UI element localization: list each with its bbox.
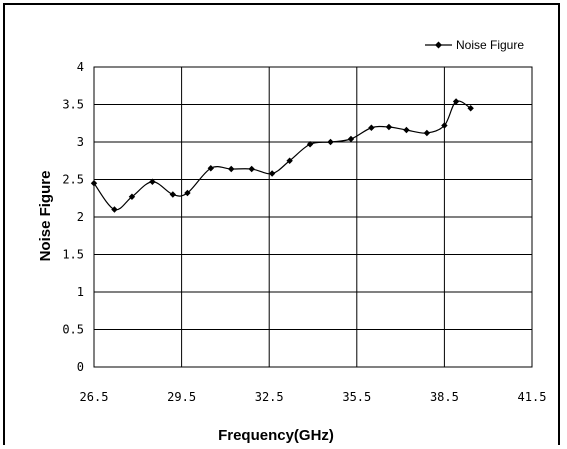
x-tick-label: 32.5	[255, 390, 284, 404]
x-tick-label: 35.5	[342, 390, 371, 404]
x-tick-label: 41.5	[518, 390, 547, 404]
series-layer	[90, 98, 474, 213]
y-axis-ticks: 0 0.5 1 1.5 2 2.5 3 3.5 4	[62, 60, 84, 374]
legend-marker	[435, 41, 442, 49]
x-axis-ticks: 26.5 29.5 32.5 35.5 38.5 41.5	[80, 390, 547, 404]
data-point-marker	[467, 105, 474, 112]
y-axis-title: Noise Figure	[37, 171, 54, 262]
data-point-marker	[128, 193, 136, 200]
data-point-marker	[286, 157, 293, 164]
data-point-marker	[169, 191, 177, 198]
y-tick-label: 3.5	[62, 98, 84, 112]
y-tick-label: 3	[77, 135, 84, 149]
y-tick-label: 0	[77, 360, 84, 374]
legend: Noise Figure	[425, 38, 524, 52]
y-tick-label: 0.5	[62, 323, 84, 337]
data-point-marker	[306, 141, 314, 148]
y-tick-label: 2.5	[62, 173, 84, 187]
chart-frame	[3, 3, 560, 445]
x-axis-title: Frequency(GHz)	[218, 427, 334, 444]
data-point-marker	[385, 123, 393, 131]
data-point-marker	[207, 165, 214, 172]
data-point-marker	[228, 165, 235, 173]
data-point-marker	[90, 180, 98, 187]
y-tick-label: 4	[77, 60, 84, 74]
series-line	[93, 100, 471, 211]
x-tick-label: 26.5	[80, 390, 109, 404]
x-tick-label: 29.5	[167, 390, 196, 404]
data-point-marker	[149, 178, 156, 185]
y-tick-label: 1.5	[62, 248, 84, 262]
legend-label: Noise Figure	[456, 38, 524, 52]
data-point-marker	[423, 129, 431, 137]
data-point-marker	[441, 122, 448, 129]
y-tick-label: 2	[77, 210, 84, 224]
data-point-marker	[347, 135, 355, 143]
data-point-marker	[403, 126, 410, 134]
grid	[93, 66, 533, 368]
plot-area	[93, 66, 533, 368]
x-tick-label: 38.5	[430, 390, 459, 404]
data-point-marker	[268, 170, 276, 177]
data-point-marker	[248, 165, 255, 173]
data-point-marker	[368, 124, 375, 131]
data-point-marker	[452, 98, 460, 105]
data-point-marker	[111, 206, 118, 213]
y-tick-label: 1	[77, 285, 84, 299]
data-point-marker	[327, 138, 334, 146]
data-point-marker	[184, 189, 191, 197]
